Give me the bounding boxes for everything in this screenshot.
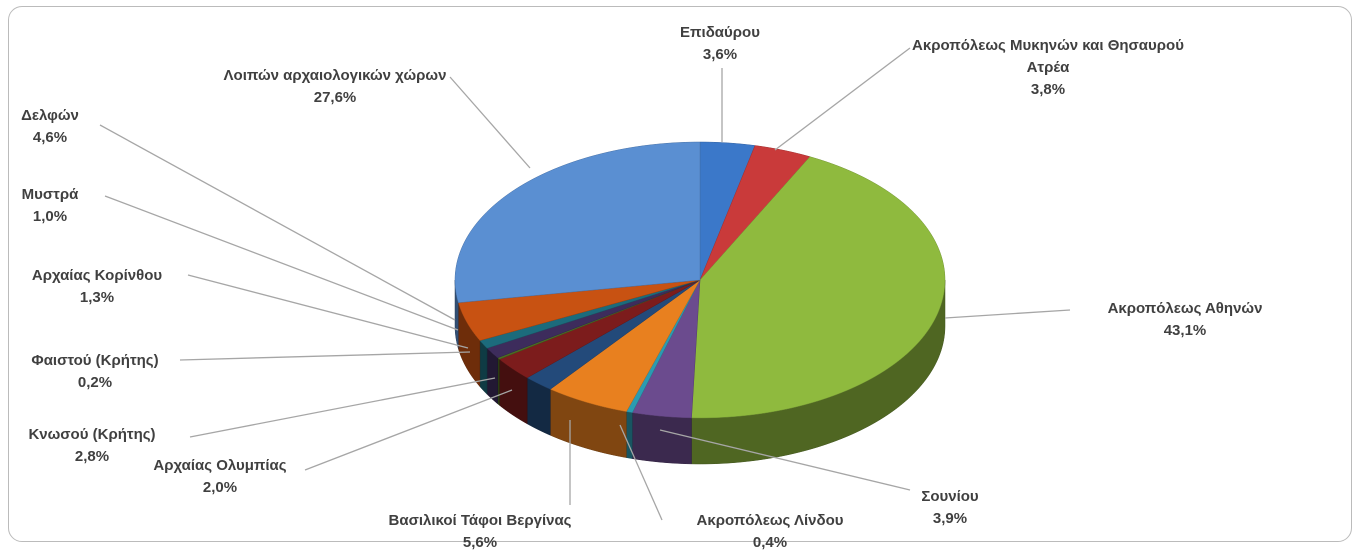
value-label: 3,9% bbox=[932, 510, 968, 527]
slice-name: Μυστρά bbox=[21, 186, 79, 203]
leader-line bbox=[659, 429, 911, 491]
leader-line bbox=[187, 274, 469, 349]
slice-name: Ακροπόλεως Αθηνών bbox=[1107, 300, 1263, 317]
data-label: Ακροπόλεως Λίνδου 0,4% bbox=[697, 510, 844, 551]
data-label: Αρχαίας Κορίνθου 1,3% bbox=[32, 265, 162, 309]
data-label: Λοιπών αρχαιολογικών χώρων 27,6% bbox=[224, 65, 447, 109]
data-label: Δελφών 4,6% bbox=[21, 105, 79, 149]
data-label: Κνωσού (Κρήτης) 2,8% bbox=[28, 424, 155, 468]
value-label: 4,6% bbox=[32, 129, 68, 146]
value-label: 3,6% bbox=[702, 46, 738, 63]
leader-line bbox=[99, 124, 456, 321]
leader-line bbox=[104, 195, 459, 331]
slice bbox=[699, 145, 811, 281]
slice bbox=[526, 279, 701, 390]
data-label: Βασιλικοί Τάφοι Βεργίνας 5,6% bbox=[389, 510, 572, 551]
slice-side bbox=[497, 357, 500, 406]
value-label: 3,8% bbox=[1030, 81, 1066, 98]
slice-side bbox=[632, 412, 692, 465]
slice-name: Λοιπών αρχαιολογικών χώρων bbox=[223, 67, 447, 84]
value-label: 0,2% bbox=[77, 374, 113, 391]
value-label: 2,0% bbox=[202, 479, 238, 496]
data-label: Επιδαύρου 3,6% bbox=[680, 22, 760, 66]
slice-side bbox=[479, 339, 488, 395]
data-label: Ακροπόλεως Αθηνών 43,1% bbox=[1108, 298, 1263, 342]
leader-line bbox=[189, 377, 496, 438]
slice-name: Σουνίου bbox=[921, 488, 979, 505]
data-label: Αρχαίας Ολυμπίας 2,0% bbox=[153, 455, 286, 499]
slice-name: Ακροπόλεως Λίνδου bbox=[696, 512, 844, 529]
slice bbox=[631, 279, 701, 419]
leader-line bbox=[619, 424, 663, 521]
slice-name: Αρχαίας Ολυμπίας bbox=[153, 457, 287, 474]
value-label: 1,0% bbox=[32, 208, 68, 225]
slice bbox=[549, 279, 701, 412]
slice-name: Αρχαίας Κορίνθου bbox=[31, 267, 163, 284]
value-label: 27,6% bbox=[313, 89, 357, 106]
slice-name: Ακροπόλεως Μυκηνών και Θησαυρού Ατρέα bbox=[912, 37, 1184, 76]
slice-name: Δελφών bbox=[21, 107, 79, 124]
data-label: Μυστρά 1,0% bbox=[22, 184, 79, 228]
slice bbox=[454, 141, 701, 303]
slice bbox=[498, 279, 701, 379]
slice bbox=[457, 279, 701, 341]
chart-frame bbox=[8, 6, 1352, 542]
leader-line bbox=[944, 309, 1071, 319]
slice-name: Βασιλικοί Τάφοι Βεργίνας bbox=[388, 512, 572, 529]
slice-name: Κνωσού (Κρήτης) bbox=[28, 426, 156, 443]
slice bbox=[691, 156, 946, 419]
value-label: 5,6% bbox=[462, 534, 498, 551]
leader-line bbox=[774, 47, 911, 151]
leader-line bbox=[304, 389, 513, 471]
leader-line bbox=[449, 76, 531, 169]
data-label: Φαιστού (Κρήτης) 0,2% bbox=[31, 350, 158, 394]
value-label: 0,4% bbox=[752, 534, 788, 551]
data-label: Σουνίου 3,9% bbox=[921, 486, 978, 530]
slice bbox=[699, 141, 756, 281]
slice-name: Επιδαύρου bbox=[680, 24, 760, 41]
value-label: 43,1% bbox=[1163, 322, 1207, 339]
data-label: Ακροπόλεως Μυκηνών και Θησαυρού Ατρέα 3,8… bbox=[908, 35, 1188, 101]
leader-line bbox=[179, 351, 471, 361]
value-label: 1,3% bbox=[79, 289, 115, 306]
slice bbox=[486, 279, 701, 359]
slice-name: Φαιστού (Κρήτης) bbox=[31, 352, 159, 369]
value-label: 2,8% bbox=[74, 448, 110, 465]
